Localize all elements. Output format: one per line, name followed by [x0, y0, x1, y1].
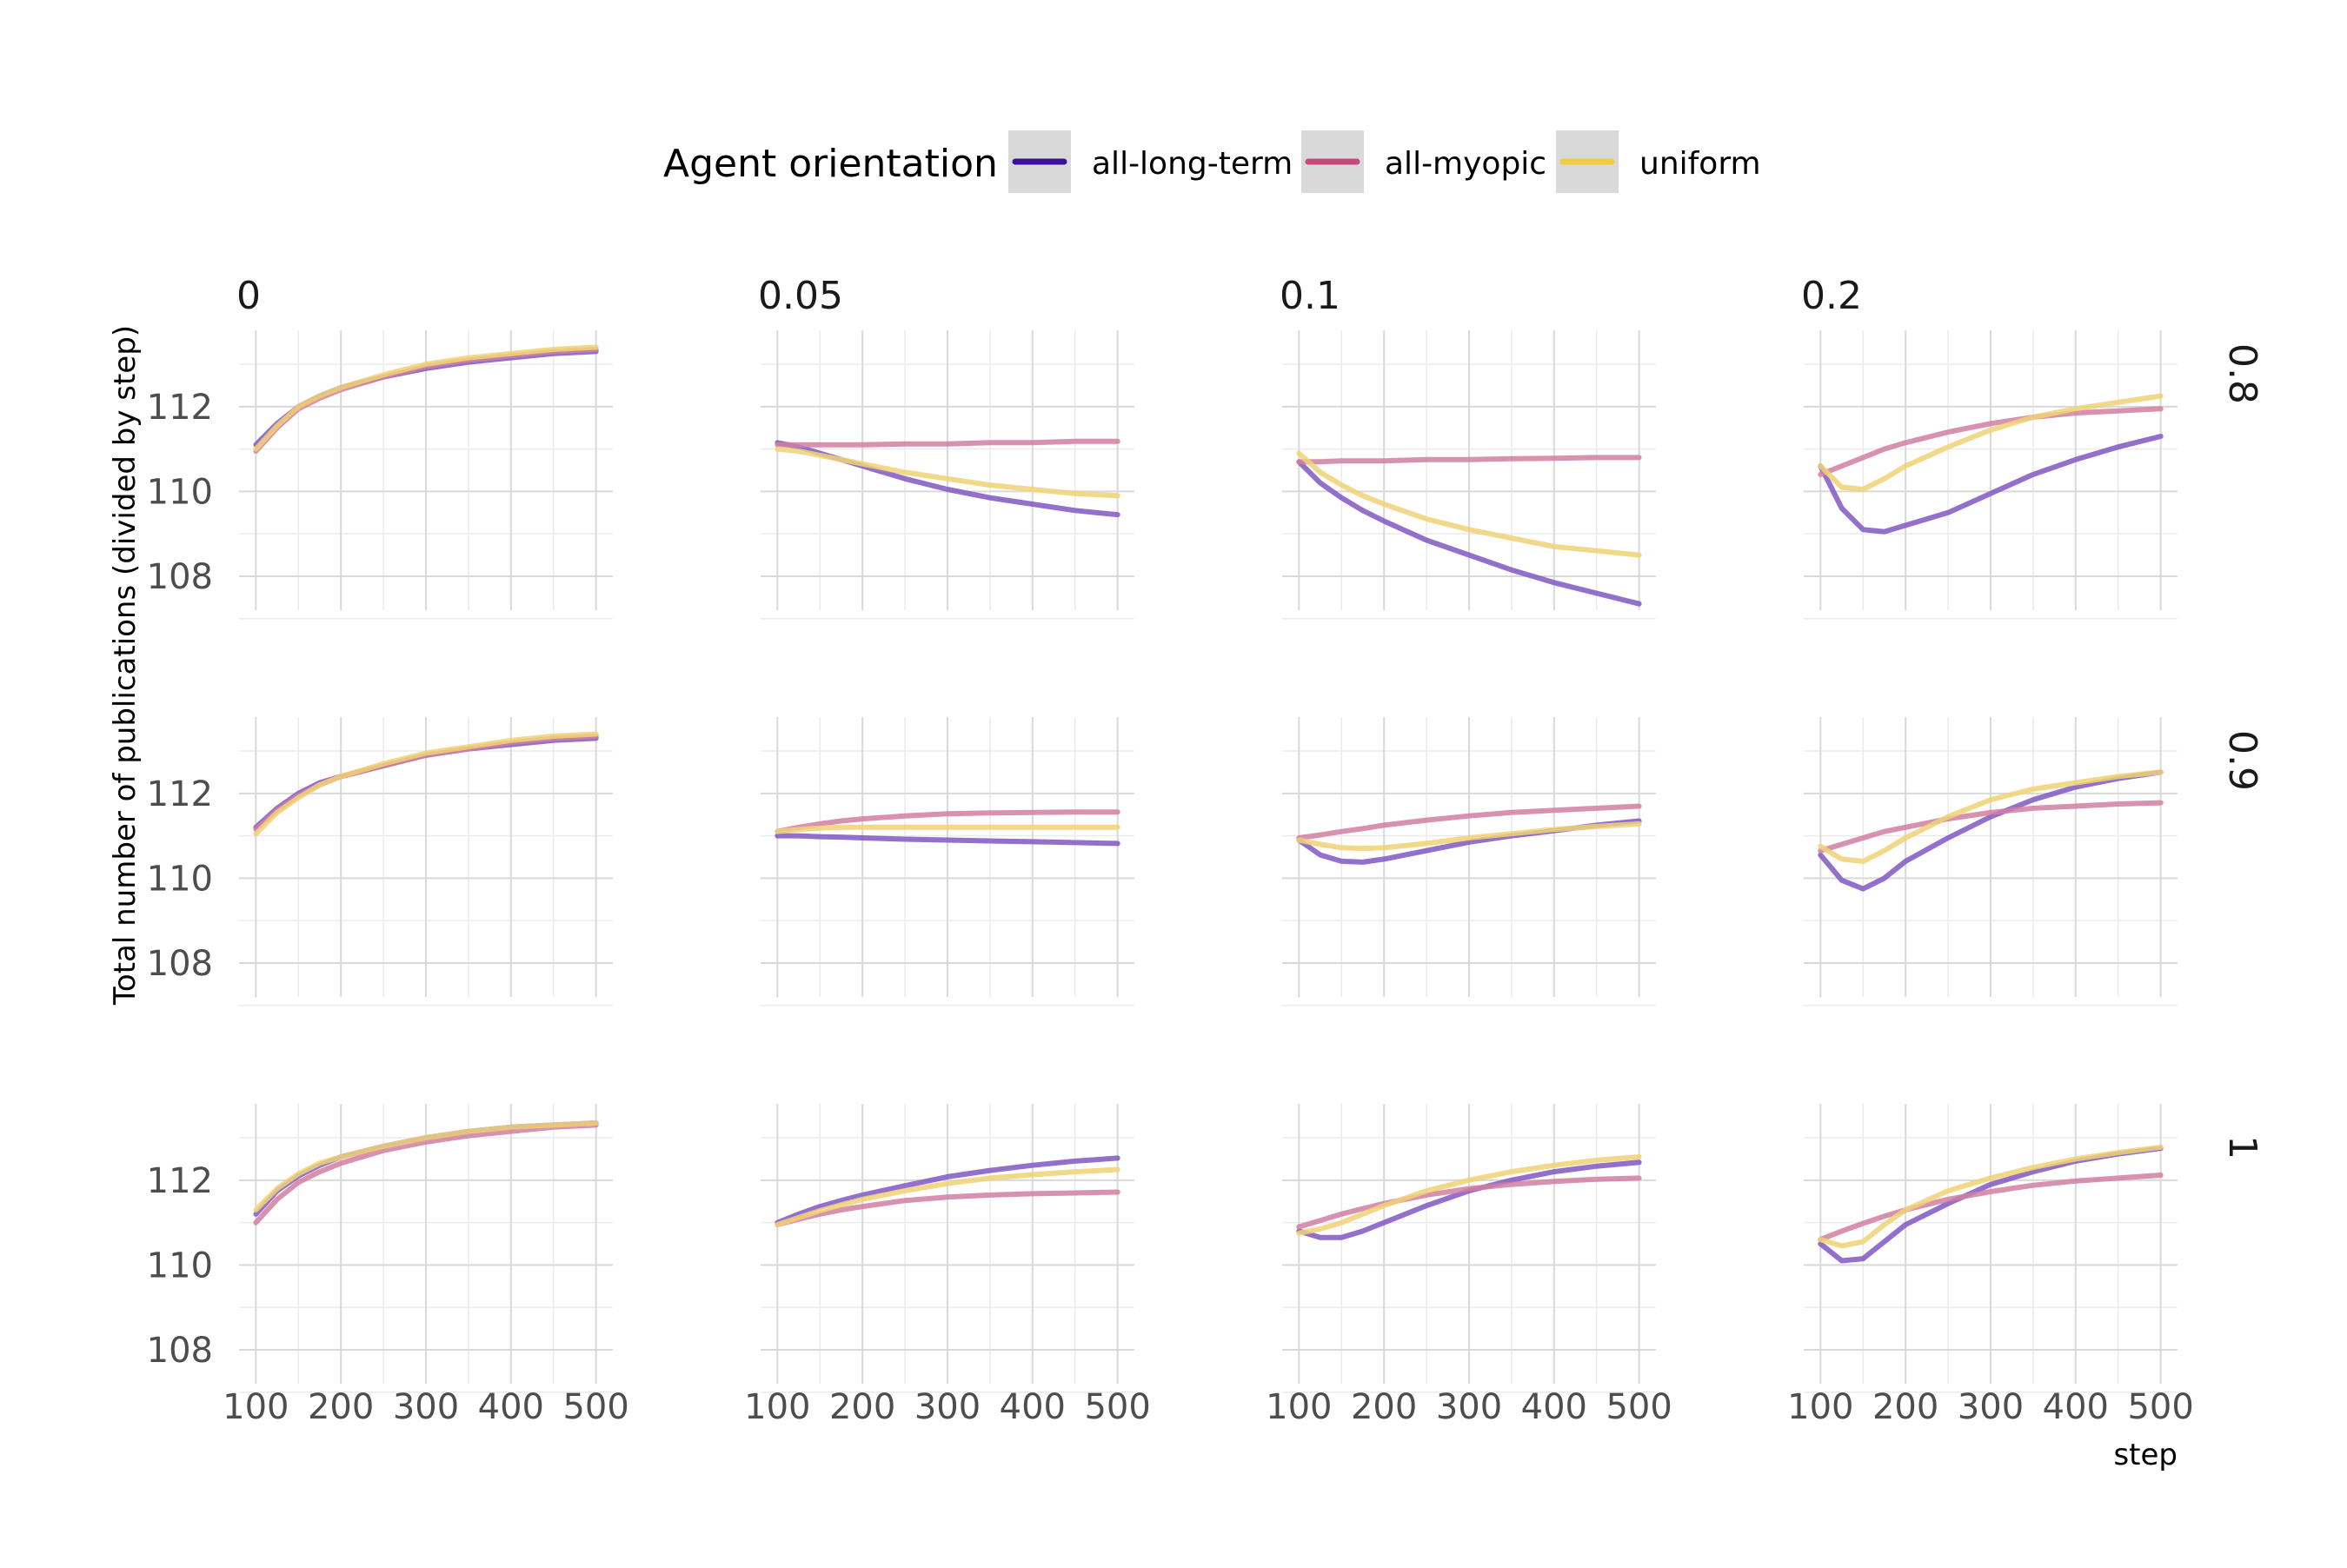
series-line-all-myopic: [775, 809, 1120, 834]
series-line-uniform: [1296, 450, 1642, 558]
x-tick-label: 200: [1872, 1387, 1938, 1427]
x-tick-label: 100: [223, 1387, 289, 1427]
series-line-all-myopic: [775, 438, 1120, 448]
x-tick-label: 200: [308, 1387, 374, 1427]
panel-0.05-1: [761, 1104, 1134, 1393]
series-line-uniform: [1818, 769, 2164, 864]
x-tick-label: 200: [829, 1387, 895, 1427]
y-tick-label: 108: [147, 557, 213, 597]
panel-0.05-0.8: [761, 330, 1134, 620]
x-tick-label: 400: [1000, 1387, 1066, 1427]
series-line-uniform: [1296, 821, 1642, 852]
panels: [239, 330, 2177, 1393]
column-strip-label: 0.05: [758, 274, 843, 318]
series-line-all-myopic: [1296, 455, 1642, 465]
column-strip-label: 0: [236, 274, 261, 318]
series-line-uniform: [253, 1120, 599, 1213]
x-tick-label: 100: [1266, 1387, 1332, 1427]
legend-title: Agent orientation: [663, 142, 998, 186]
panel-0-0.8: [239, 330, 613, 620]
panel-0.05-0.9: [761, 717, 1134, 1007]
y-tick-label: 110: [147, 859, 213, 899]
series-line-uniform: [1818, 1144, 2164, 1249]
x-tick-label: 300: [1436, 1387, 1502, 1427]
x-tick-label: 400: [478, 1387, 544, 1427]
panel-0.1-0.9: [1282, 717, 1656, 1007]
column-strip-label: 0.1: [1280, 274, 1340, 318]
x-tick-label: 400: [1521, 1387, 1587, 1427]
x-tick-label: 500: [2127, 1387, 2193, 1427]
x-tick-label: 100: [1787, 1387, 1853, 1427]
series-line-uniform: [775, 446, 1120, 499]
series-line-all-long-term: [775, 440, 1120, 518]
series-line-all-long-term: [775, 1155, 1120, 1226]
series-line-uniform: [1296, 1154, 1642, 1236]
legend-item-uniform: uniform: [1556, 130, 1761, 193]
panel-0.1-1: [1282, 1104, 1656, 1393]
series-line-uniform: [253, 344, 599, 452]
y-tick-label: 108: [147, 1331, 213, 1371]
x-tick-label: 500: [1606, 1387, 1672, 1427]
x-tick-label: 200: [1351, 1387, 1417, 1427]
row-strip-label: 0.9: [2220, 730, 2264, 791]
x-tick-label: 100: [744, 1387, 810, 1427]
series-line-all-myopic: [1818, 1173, 2164, 1243]
x-axis-title: step: [2113, 1438, 2177, 1472]
x-tick-label: 300: [393, 1387, 459, 1427]
x-tick-label: 500: [562, 1387, 628, 1427]
legend-item-all-myopic: all-myopic: [1301, 130, 1546, 193]
panel-0.1-0.8: [1282, 330, 1656, 620]
series-line-uniform: [253, 731, 599, 837]
legend: Agent orientation all-long-term all-myopic…: [663, 130, 1761, 193]
series-line-uniform: [775, 824, 1120, 834]
y-tick-label: 112: [147, 388, 213, 428]
y-tick-label: 110: [147, 472, 213, 512]
series-line-all-myopic: [775, 1189, 1120, 1227]
x-tick-label: 500: [1084, 1387, 1150, 1427]
axis-labels: 0 0.05 0.1 0.2 0.8 0.9 1 Total number of public…: [108, 274, 2264, 1472]
x-tick-label: 300: [1958, 1387, 2024, 1427]
series-line-all-long-term: [1818, 434, 2164, 535]
row-strip-label: 1: [2220, 1135, 2264, 1159]
series-line-all-myopic: [253, 1122, 599, 1226]
x-tick-label: 300: [914, 1387, 981, 1427]
y-tick-label: 112: [147, 774, 213, 814]
series-line-all-long-term: [1296, 1159, 1642, 1240]
series-line-all-long-term: [1296, 459, 1642, 607]
legend-label-all-long-term: all-long-term: [1092, 146, 1293, 182]
y-tick-label: 112: [147, 1161, 213, 1201]
y-axis-title: Total number of publications (divided by…: [108, 325, 143, 1006]
series-line-all-myopic: [1818, 406, 2164, 477]
y-tick-label: 110: [147, 1246, 213, 1286]
panel-0.2-0.8: [1804, 330, 2177, 620]
panel-0-0.9: [239, 717, 613, 1007]
panel-0-1: [239, 1104, 613, 1393]
series-line-uniform: [775, 1166, 1120, 1227]
series-line-all-myopic: [1296, 803, 1642, 840]
series-line-all-long-term: [775, 833, 1120, 847]
series-line-all-myopic: [1296, 1175, 1642, 1230]
y-tick-label: 108: [147, 944, 213, 984]
legend-label-all-myopic: all-myopic: [1385, 146, 1546, 182]
row-strip-label: 0.8: [2220, 343, 2264, 404]
legend-label-uniform: uniform: [1639, 146, 1761, 182]
panel-0.2-0.9: [1804, 717, 2177, 1007]
x-tick-label: 400: [2043, 1387, 2109, 1427]
panel-0.2-1: [1804, 1104, 2177, 1393]
series-line-all-long-term: [1818, 769, 2164, 892]
series-line-uniform: [1818, 393, 2164, 492]
column-strip-label: 0.2: [1801, 274, 1862, 318]
legend-item-all-long-term: all-long-term: [1008, 130, 1293, 193]
